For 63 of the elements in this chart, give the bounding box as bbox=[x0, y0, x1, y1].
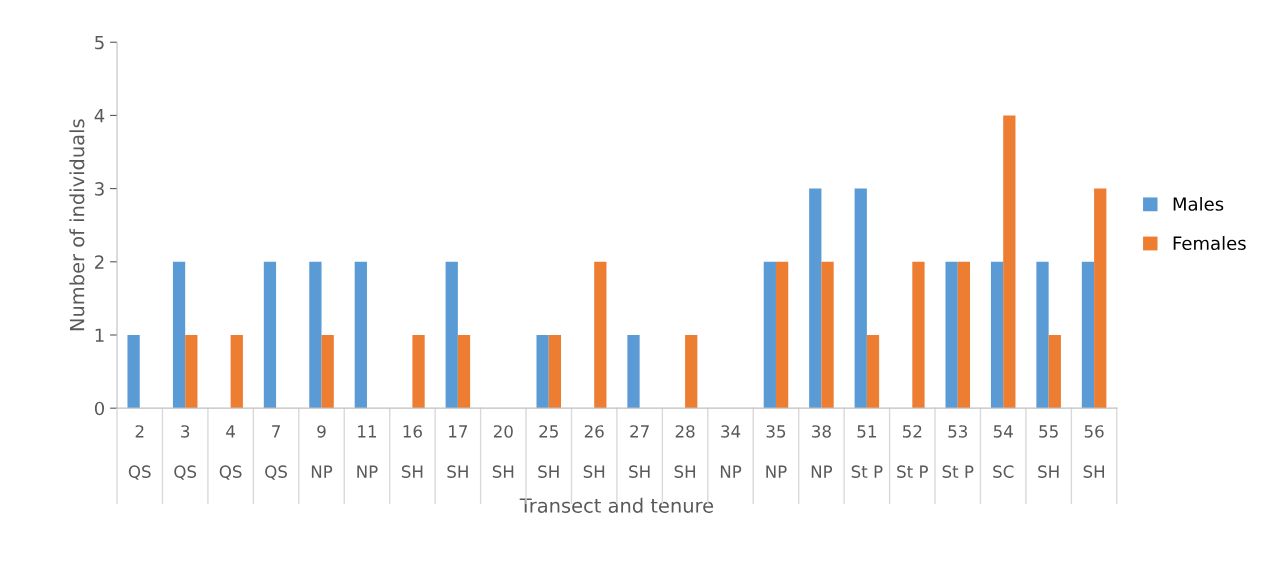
bar bbox=[172, 261, 186, 409]
y-tick-label: 1 bbox=[95, 328, 104, 342]
bar bbox=[412, 334, 425, 409]
bar bbox=[990, 261, 1004, 409]
x-axis-title: Transect and tenure bbox=[519, 497, 714, 513]
bar bbox=[1048, 334, 1061, 409]
bar bbox=[763, 261, 776, 409]
bar bbox=[854, 188, 867, 409]
bar bbox=[1036, 261, 1049, 409]
bar bbox=[685, 334, 698, 409]
bar bbox=[945, 261, 958, 409]
category-label: 2 QS bbox=[128, 425, 151, 480]
bar bbox=[354, 261, 367, 409]
bar bbox=[912, 261, 925, 409]
category-label: 38 NP bbox=[811, 425, 833, 478]
bar bbox=[821, 261, 834, 409]
category-label: 52 St P bbox=[897, 425, 928, 478]
bar bbox=[594, 261, 607, 409]
y-tick-label: 2 bbox=[95, 255, 104, 269]
bar bbox=[548, 334, 562, 409]
bar bbox=[957, 261, 971, 409]
bar bbox=[536, 334, 549, 409]
category-label: 53 St P bbox=[942, 425, 974, 478]
category-label: 7 QS bbox=[265, 425, 287, 480]
bar bbox=[185, 334, 198, 409]
category-label: 54 SC bbox=[993, 425, 1014, 478]
bar bbox=[127, 334, 140, 409]
legend-label: Males bbox=[1173, 196, 1224, 211]
category-label: 3 QS bbox=[174, 425, 197, 480]
legend-label: Females bbox=[1173, 236, 1246, 251]
category-label: 4 QS bbox=[219, 425, 242, 480]
bar bbox=[309, 261, 322, 409]
category-label: 17 SH bbox=[447, 425, 468, 478]
y-tick-label: 4 bbox=[94, 109, 105, 123]
bar bbox=[457, 334, 471, 409]
category-label: 56 SH bbox=[1083, 425, 1105, 478]
category-label: 28 SH bbox=[674, 425, 696, 478]
bar bbox=[263, 261, 277, 409]
bar bbox=[866, 334, 880, 409]
bar bbox=[445, 261, 458, 409]
category-label: 9 NP bbox=[311, 425, 333, 478]
bar bbox=[627, 334, 640, 409]
category-label: 34 NP bbox=[720, 425, 742, 478]
bar bbox=[321, 334, 334, 409]
y-axis-title: Number of individuals bbox=[69, 119, 85, 331]
category-label: 35 NP bbox=[766, 425, 787, 478]
bar bbox=[1094, 188, 1107, 409]
bar bbox=[775, 261, 789, 409]
y-tick-label: 3 bbox=[95, 182, 104, 196]
bar bbox=[230, 334, 243, 409]
category-label: 51 St P bbox=[851, 425, 883, 478]
bar bbox=[809, 188, 822, 409]
bar bbox=[1003, 115, 1016, 409]
category-label: 55 SH bbox=[1038, 425, 1059, 478]
category-label: 27 SH bbox=[629, 425, 650, 478]
category-label: 16 SH bbox=[401, 425, 423, 478]
category-label: 20 SH bbox=[492, 425, 514, 478]
category-label: 26 SH bbox=[583, 425, 605, 478]
y-tick-label: 0 bbox=[94, 401, 105, 416]
category-label: 11 NP bbox=[357, 425, 378, 478]
bar bbox=[1081, 261, 1095, 409]
category-label: 25 SH bbox=[538, 425, 559, 478]
y-tick-label: 5 bbox=[95, 35, 104, 50]
